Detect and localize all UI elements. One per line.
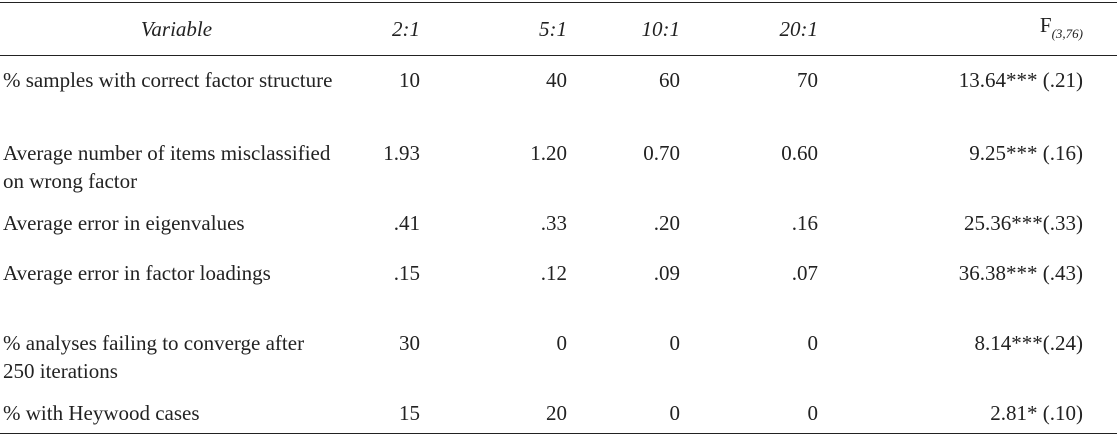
row-label: % analyses failing to converge after 250… [3,330,305,383]
table-cell: 9.25*** (.16) [969,140,1083,165]
table-row: Average error in eigenvalues .41 .33 .20 .16… [0,199,1117,249]
row-label: % samples with correct factor structure [3,68,333,92]
table-row: % samples with correct factor structure 1… [0,56,1117,129]
table-row: % analyses failing to converge after 250… [0,319,1117,389]
table-cell: .20 [653,210,680,235]
table-cell: 0.60 [781,140,818,165]
table-cell: .09 [653,260,680,285]
table-cell: 25.36***(.33) [964,210,1083,235]
row-label: Average error in factor loadings [3,260,271,285]
header-row: Variable 2:1 5:1 10:1 20:1 F(3,76) [0,2,1117,56]
table-cell: 13.64*** (.21) [958,68,1083,92]
header-cell: 5:1 [539,17,567,41]
table-cell: 10 [399,68,420,92]
table-cell: 0.70 [643,140,680,165]
table-cell: .41 [393,210,420,235]
table-cell: 0 [807,330,819,355]
table-row: Average number of items misclassified on… [0,129,1117,199]
table-body: % samples with correct factor structure 1… [0,56,1117,434]
table-cell: .12 [540,260,567,285]
table-cell: 20 [546,400,567,425]
table-cell: 70 [797,68,818,92]
table-row: % with Heywood cases 15 20 0 0 2.81* (.10) [0,389,1117,434]
table-cell: .16 [791,210,818,235]
table-cell: 15 [399,400,420,425]
header-cell: 2:1 [392,17,420,41]
table-header: Variable 2:1 5:1 10:1 20:1 F(3,76) [0,2,1117,56]
table-cell: 60 [659,68,680,92]
header-cell: 20:1 [779,17,819,41]
row-label: Average number of items misclassified on… [3,140,331,193]
table-cell: 0 [669,330,681,355]
header-cell: Variable [140,17,213,41]
table-cell: .33 [540,210,567,235]
table-cell: .07 [791,260,818,285]
row-label: % with Heywood cases [3,400,200,425]
header-text: F [1039,12,1052,37]
table-cell: 36.38*** (.43) [958,260,1083,285]
table-cell: 2.81* (.10) [990,400,1083,425]
header-subscript: (3,76) [1051,25,1083,41]
table-cell: 0 [807,400,819,425]
table-cell: 0 [556,330,568,355]
header-cell: 10:1 [641,17,681,41]
table-cell: 0 [669,400,681,425]
table-cell: 30 [399,330,420,355]
table-cell: 8.14***(.24) [974,330,1084,355]
table-cell: 1.93 [383,140,420,165]
row-label: Average error in eigenvalues [3,210,245,235]
table-cell: 1.20 [530,140,567,165]
header-cell: F(3,76) [826,3,1117,56]
table-row: Average error in factor loadings .15 .12 .0… [0,249,1117,319]
table-cell: 40 [546,68,567,92]
table-cell: .15 [393,260,420,285]
